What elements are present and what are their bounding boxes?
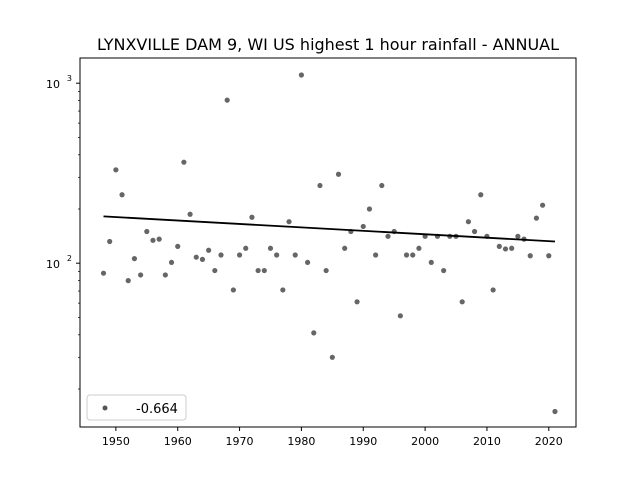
legend-box xyxy=(86,394,187,421)
data-point xyxy=(354,299,360,305)
data-point xyxy=(267,245,274,251)
legend-marker xyxy=(102,405,108,411)
data-point xyxy=(403,252,410,258)
data-point xyxy=(187,211,193,217)
x-tick-label: 2020 xyxy=(535,435,563,448)
data-point xyxy=(162,272,168,278)
data-point xyxy=(323,267,329,274)
trend-line xyxy=(103,215,556,243)
x-tick-label: 1970 xyxy=(226,435,254,448)
data-point xyxy=(552,408,558,415)
data-point xyxy=(459,299,465,305)
data-point xyxy=(175,243,181,249)
data-point xyxy=(255,267,261,274)
data-point xyxy=(100,270,107,276)
data-point xyxy=(416,245,422,251)
data-point xyxy=(168,259,175,266)
data-point xyxy=(428,259,434,266)
x-tick-label: 1980 xyxy=(287,435,315,448)
x-tick-label: 1990 xyxy=(349,435,377,448)
data-point xyxy=(199,256,206,262)
data-point xyxy=(261,267,267,274)
data-point xyxy=(540,202,546,208)
data-point xyxy=(292,252,298,258)
data-point xyxy=(397,313,403,319)
data-point xyxy=(385,233,391,239)
x-axis: 1950 1960 1970 1980 1990 2000 2010 2020 xyxy=(102,427,563,448)
y-axis: 10 2 10 3 xyxy=(46,74,80,390)
data-point xyxy=(274,252,280,258)
data-point xyxy=(515,233,521,239)
data-point xyxy=(131,256,138,262)
data-point xyxy=(366,206,373,212)
data-point xyxy=(206,247,212,253)
data-point xyxy=(478,192,484,198)
data-point xyxy=(218,252,224,258)
data-point xyxy=(150,237,156,243)
data-point xyxy=(156,236,162,242)
data-point xyxy=(138,272,144,278)
data-point xyxy=(379,182,385,189)
data-point xyxy=(502,246,509,252)
chart-title: LYNXVILLE DAM 9, WI US highest 1 hour ra… xyxy=(97,35,559,54)
data-point xyxy=(212,267,218,274)
data-point xyxy=(249,214,255,220)
data-point xyxy=(181,159,187,165)
data-point xyxy=(527,253,533,259)
data-point xyxy=(113,167,119,173)
data-point xyxy=(107,238,113,245)
data-point xyxy=(496,243,502,249)
y-tick-exponent: 2 xyxy=(67,254,72,263)
y-tick-label: 10 xyxy=(46,258,60,271)
data-point xyxy=(465,219,471,225)
data-point xyxy=(280,287,286,293)
y-tick-exponent: 3 xyxy=(67,74,72,83)
data-point xyxy=(304,259,311,266)
data-point xyxy=(410,252,416,258)
data-point xyxy=(329,354,335,360)
data-point xyxy=(373,252,379,258)
x-tick-label: 1950 xyxy=(102,435,130,448)
x-tick-label: 2000 xyxy=(411,435,439,448)
data-point xyxy=(490,287,496,293)
x-tick-label: 2010 xyxy=(473,435,501,448)
data-point xyxy=(509,245,515,251)
data-point xyxy=(286,219,292,225)
data-point xyxy=(193,254,199,260)
data-point xyxy=(144,228,150,235)
data-point xyxy=(317,182,323,189)
data-point xyxy=(360,223,366,230)
data-point xyxy=(546,253,552,259)
data-point xyxy=(311,330,317,336)
x-tick-label: 1960 xyxy=(164,435,192,448)
data-point xyxy=(125,278,131,284)
data-point xyxy=(119,192,125,198)
data-point xyxy=(243,245,249,251)
data-point xyxy=(224,97,230,103)
legend: -0.664 xyxy=(86,394,187,421)
y-tick-label: 10 xyxy=(46,78,60,91)
plot-area xyxy=(100,72,558,415)
data-point xyxy=(236,252,243,258)
data-point xyxy=(230,287,236,293)
data-point xyxy=(471,228,478,235)
axes-frame xyxy=(79,57,577,428)
data-point xyxy=(441,267,447,274)
data-point xyxy=(298,72,305,78)
data-point xyxy=(533,215,540,221)
data-point xyxy=(335,171,342,177)
data-point xyxy=(342,245,348,251)
legend-label: -0.664 xyxy=(136,402,178,417)
